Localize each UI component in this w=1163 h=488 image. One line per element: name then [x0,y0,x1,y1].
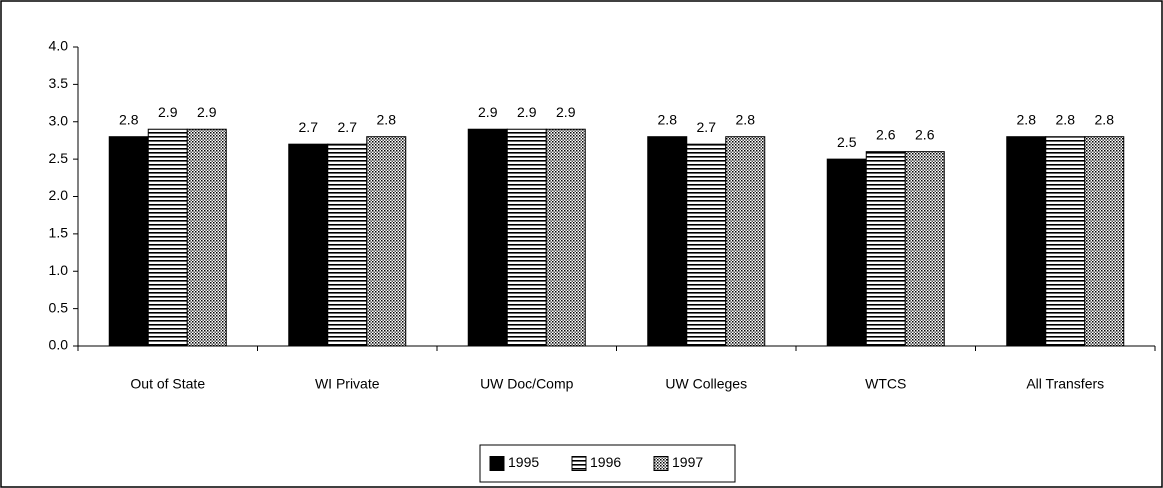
bar [647,136,688,347]
bar [826,158,867,347]
data-label: 2.8 [377,111,397,127]
bar [366,136,407,347]
data-label: 2.8 [1017,111,1037,127]
data-label: 2.9 [556,104,576,120]
y-tick-label: 4.0 [49,38,69,54]
legend-label: 1997 [672,454,703,470]
bar [288,143,329,347]
bar [1084,136,1125,347]
x-tick-label: All Transfers [1026,376,1104,392]
bar [108,136,149,347]
data-label: 2.6 [915,126,935,142]
data-label: 2.9 [478,104,498,120]
y-tick-label: 2.5 [49,150,69,166]
bar [186,128,227,347]
y-tick-label: 1.5 [49,225,69,241]
data-label: 2.8 [1095,111,1115,127]
x-tick-label: UW Colleges [665,376,747,392]
y-tick-label: 0.0 [49,337,69,353]
bar [327,143,368,347]
legend-swatch [653,456,669,471]
data-label: 2.7 [299,119,319,135]
legend-box [479,444,736,483]
data-label: 2.7 [697,119,717,135]
legend-label: 1995 [508,454,539,470]
data-label: 2.8 [119,111,139,127]
bar [147,128,188,347]
data-label: 2.8 [736,111,756,127]
bar [506,128,547,347]
x-tick-label: WTCS [865,376,906,392]
bar [865,151,906,347]
legend-swatch [571,456,587,471]
bar [904,151,945,347]
data-label: 2.9 [158,104,178,120]
y-tick-label: 0.5 [49,299,69,315]
data-label: 2.8 [658,111,678,127]
x-tick-label: UW Doc/Comp [480,376,574,392]
data-label: 2.9 [517,104,537,120]
bar [686,143,727,347]
bar [467,128,508,347]
x-tick-label: Out of State [130,376,205,392]
bar [1006,136,1047,347]
data-label: 2.7 [338,119,358,135]
bar [1045,136,1086,347]
y-tick-label: 1.0 [49,262,69,278]
legend-label: 1996 [590,454,621,470]
data-label: 2.9 [197,104,217,120]
x-tick-label: WI Private [315,376,380,392]
y-tick-label: 2.0 [49,187,69,203]
bar [545,128,586,347]
data-label: 2.8 [1056,111,1076,127]
y-tick-label: 3.0 [49,112,69,128]
bar [725,136,766,347]
y-tick-label: 3.5 [49,75,69,91]
data-label: 2.6 [876,126,896,142]
data-label: 2.5 [837,134,857,150]
legend-swatch [489,456,505,471]
